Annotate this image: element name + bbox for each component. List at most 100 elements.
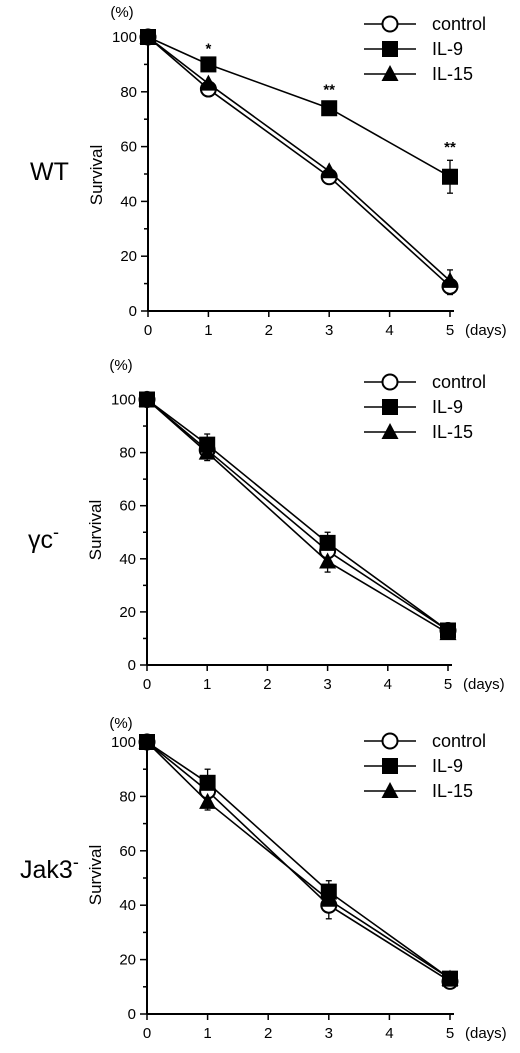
y-tick-label: 80 xyxy=(119,445,136,462)
data-point xyxy=(320,890,338,907)
data-point xyxy=(442,168,458,185)
y-tick-label: 40 xyxy=(120,193,137,210)
y-tick-label: 0 xyxy=(129,303,137,320)
series-line xyxy=(147,36,451,282)
panel-label-text: γc xyxy=(28,526,53,554)
y-tick-label: 60 xyxy=(119,498,136,515)
y-tick-label: 100 xyxy=(112,29,137,46)
series-line xyxy=(146,398,449,634)
x-tick-label: 5 xyxy=(444,676,452,693)
legend-label: IL-15 xyxy=(432,64,473,84)
data-point xyxy=(441,271,459,288)
x-tick-label: 3 xyxy=(323,676,331,693)
data-point xyxy=(198,443,216,460)
series-line xyxy=(146,398,449,632)
series-il-9 xyxy=(147,36,453,194)
data-point xyxy=(439,624,457,641)
x-unit-label: (days) xyxy=(463,676,505,693)
legend-label: IL-9 xyxy=(432,756,463,776)
x-tick-label: 0 xyxy=(143,676,151,693)
legend-label: control xyxy=(432,14,486,34)
data-point xyxy=(200,56,217,73)
legend-label: IL-15 xyxy=(432,781,473,801)
legend: control IL-9 IL-15 xyxy=(364,372,486,442)
legend-marker xyxy=(382,399,398,415)
legend-marker xyxy=(381,732,399,750)
legend: control IL-9 IL-15 xyxy=(364,731,486,801)
y-tick-label: 20 xyxy=(119,952,136,969)
x-tick-label: 2 xyxy=(265,322,273,339)
panel-label-superscript: - xyxy=(73,852,79,872)
data-point xyxy=(138,733,156,749)
panel-label-superscript: - xyxy=(53,522,59,542)
y-tick-label: 80 xyxy=(119,788,136,805)
legend-label: control xyxy=(432,731,486,751)
y-tick-label: 0 xyxy=(128,657,136,674)
x-unit-label: (days) xyxy=(465,1025,507,1042)
x-tick-label: 1 xyxy=(204,322,212,339)
significance-mark: ** xyxy=(444,139,456,156)
legend-marker xyxy=(382,758,398,774)
data-point xyxy=(320,162,338,179)
x-tick-label: 0 xyxy=(143,1025,151,1042)
data-point xyxy=(319,552,337,569)
x-tick-label: 3 xyxy=(325,322,333,339)
series-line xyxy=(146,741,451,983)
y-tick-label: 20 xyxy=(119,604,136,621)
x-tick-label: 3 xyxy=(325,1025,333,1042)
y-axis-title: Survival xyxy=(87,145,106,205)
legend-marker xyxy=(382,41,398,57)
legend-marker xyxy=(381,65,399,81)
data-point xyxy=(138,390,156,407)
data-point xyxy=(441,969,459,986)
x-tick-label: 5 xyxy=(446,322,454,339)
y-tick-label: 20 xyxy=(120,248,137,265)
legend-marker xyxy=(381,15,399,33)
legend-label: IL-9 xyxy=(432,397,463,417)
data-point xyxy=(199,74,217,91)
y-tick-label: 40 xyxy=(119,551,136,568)
series-line xyxy=(146,741,451,980)
y-tick-label: 100 xyxy=(111,734,136,751)
data-point xyxy=(199,774,216,791)
data-point xyxy=(199,792,217,809)
data-point xyxy=(321,100,338,117)
series-line xyxy=(146,741,451,980)
series-il-9 xyxy=(146,398,451,637)
legend-label: IL-9 xyxy=(432,39,463,59)
y-tick-label: 100 xyxy=(111,392,136,409)
x-unit-label: (days) xyxy=(465,322,507,339)
legend-marker xyxy=(381,423,399,439)
legend-marker xyxy=(381,782,399,798)
x-tick-label: 1 xyxy=(203,1025,211,1042)
y-tick-label: 40 xyxy=(119,897,136,914)
x-tick-label: 1 xyxy=(203,676,211,693)
y-tick-label: 80 xyxy=(120,84,137,101)
panel-label: WT xyxy=(30,158,69,186)
panel-label-text: Jak3 xyxy=(20,856,73,884)
y-unit-label: (%) xyxy=(109,715,132,732)
y-axis-title: Survival xyxy=(86,500,105,560)
x-tick-label: 4 xyxy=(385,1025,393,1042)
y-unit-label: (%) xyxy=(110,4,133,21)
series-il-15 xyxy=(147,36,453,293)
series-control xyxy=(147,36,453,296)
x-tick-label: 5 xyxy=(446,1025,454,1042)
series-line xyxy=(147,36,451,287)
legend-label: control xyxy=(432,372,486,392)
data-point xyxy=(319,534,336,551)
significance-mark: ** xyxy=(323,82,335,99)
y-axis-title: Survival xyxy=(86,845,105,905)
y-tick-label: 60 xyxy=(119,843,136,860)
y-tick-label: 60 xyxy=(120,139,137,156)
legend: control IL-9 IL-15 xyxy=(364,14,486,84)
panel-label-text: WT xyxy=(30,158,69,186)
x-tick-label: 4 xyxy=(384,676,392,693)
data-point xyxy=(139,28,157,44)
x-tick-label: 4 xyxy=(385,322,393,339)
series-line xyxy=(146,398,449,632)
series-line xyxy=(147,36,451,178)
